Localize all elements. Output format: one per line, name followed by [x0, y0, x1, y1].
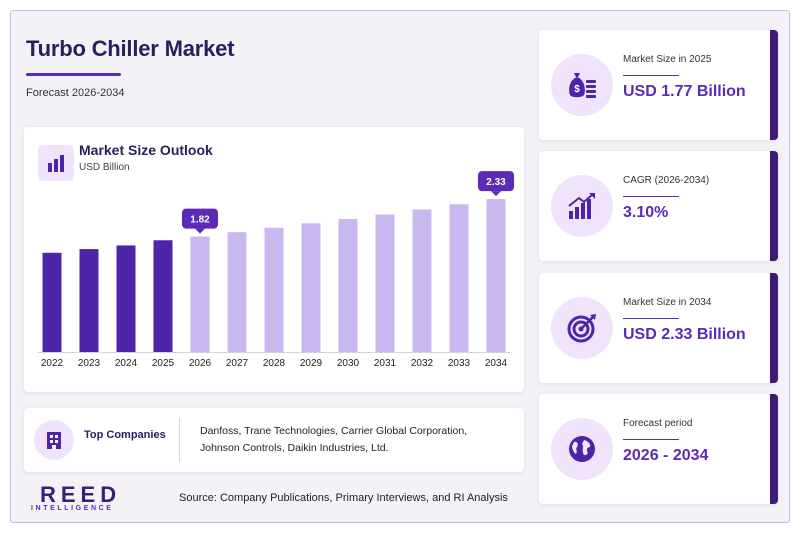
svg-text:$: $ — [574, 84, 580, 95]
bar-2026 — [190, 236, 210, 352]
kpi-card-forecast-period: Forecast period 2026 - 2034 — [539, 394, 778, 504]
kpi-card-market-size-2034: Market Size in 2034 USD 2.33 Billion — [539, 273, 778, 383]
kpi-value: 3.10% — [623, 204, 669, 221]
kpi-rule — [623, 75, 679, 76]
page-subtitle: Forecast 2026-2034 — [26, 87, 125, 99]
kpi-label: Market Size in 2034 — [623, 297, 712, 308]
kpi-rule — [623, 318, 679, 319]
bar-2029 — [301, 223, 321, 352]
target-icon — [551, 297, 613, 359]
growth-chart-icon — [551, 175, 613, 237]
x-tick-label: 2028 — [263, 358, 286, 369]
x-tick-label: 2033 — [448, 358, 471, 369]
globe-icon — [551, 418, 613, 480]
kpi-value: 2026 - 2034 — [623, 447, 709, 464]
chart-title: Market Size Outlook — [79, 142, 213, 158]
bar-chart: 2022 2023 2024 2025 2026 2027 2028 2029 2030 2031… — [38, 171, 514, 369]
kpi-value: USD 2.33 Billion — [623, 326, 746, 343]
kpi-card-cagr: CAGR (2026-2034) 3.10% — [539, 151, 778, 261]
bar-2032 — [412, 209, 432, 352]
money-bag-icon: $ — [551, 54, 613, 116]
kpi-rule — [623, 196, 679, 197]
x-tick-label: 2026 — [189, 358, 212, 369]
top-companies-list: Danfoss, Trane Technologies, Carrier Glo… — [200, 425, 468, 454]
kpi-label: CAGR (2026-2034) — [623, 175, 710, 186]
bar-2034 — [486, 199, 506, 352]
x-tick-label: 2029 — [300, 358, 323, 369]
kpi-rule — [623, 439, 679, 440]
chart-unit-label: USD Billion — [79, 162, 130, 173]
x-tick-label: 2034 — [485, 358, 508, 369]
divider — [179, 418, 180, 462]
data-label: 1.82 — [190, 215, 210, 226]
x-tick-label: 2024 — [115, 358, 138, 369]
title-underline — [26, 73, 121, 76]
kpi-label: Forecast period — [623, 418, 693, 429]
top-companies-card: Top Companies Danfoss, Trane Technologie… — [24, 408, 524, 472]
bar-2033 — [449, 204, 469, 352]
kpi-value: USD 1.77 Billion — [623, 83, 746, 100]
x-tick-label: 2031 — [374, 358, 397, 369]
x-tick-label: 2030 — [337, 358, 360, 369]
kpi-card-market-size-2025: $ Market Size in 2025 USD 1.77 Billion — [539, 30, 778, 140]
x-tick-label: 2025 — [152, 358, 175, 369]
kpi-label: Market Size in 2025 — [623, 54, 712, 65]
bar-2030 — [338, 218, 358, 352]
bar-2024 — [116, 245, 136, 352]
top-companies-label: Top Companies — [84, 429, 166, 441]
brand-logo-tagline: INTELLIGENCE — [31, 505, 114, 512]
bar-2023 — [79, 249, 99, 352]
building-icon — [34, 420, 74, 460]
x-tick-label: 2032 — [411, 358, 434, 369]
bar-2025 — [153, 240, 173, 352]
data-label: 2.33 — [486, 177, 506, 188]
brand-logo-name: REED — [40, 482, 122, 507]
x-tick-label: 2022 — [41, 358, 64, 369]
x-tick-label: 2023 — [78, 358, 101, 369]
x-tick-label: 2027 — [226, 358, 249, 369]
chart-card: Market Size Outlook USD Billion 2022 2023… — [24, 127, 524, 392]
bar-chart-icon — [38, 145, 74, 181]
callout-2026: 1.82 — [182, 208, 218, 234]
bar-2028 — [264, 227, 284, 352]
bar-2022 — [42, 252, 62, 352]
bar-2031 — [375, 214, 395, 352]
page-title: Turbo Chiller Market — [26, 36, 235, 61]
callout-2034: 2.33 — [478, 171, 514, 197]
bar-2027 — [227, 232, 247, 352]
source-note: Source: Company Publications, Primary In… — [179, 492, 508, 504]
